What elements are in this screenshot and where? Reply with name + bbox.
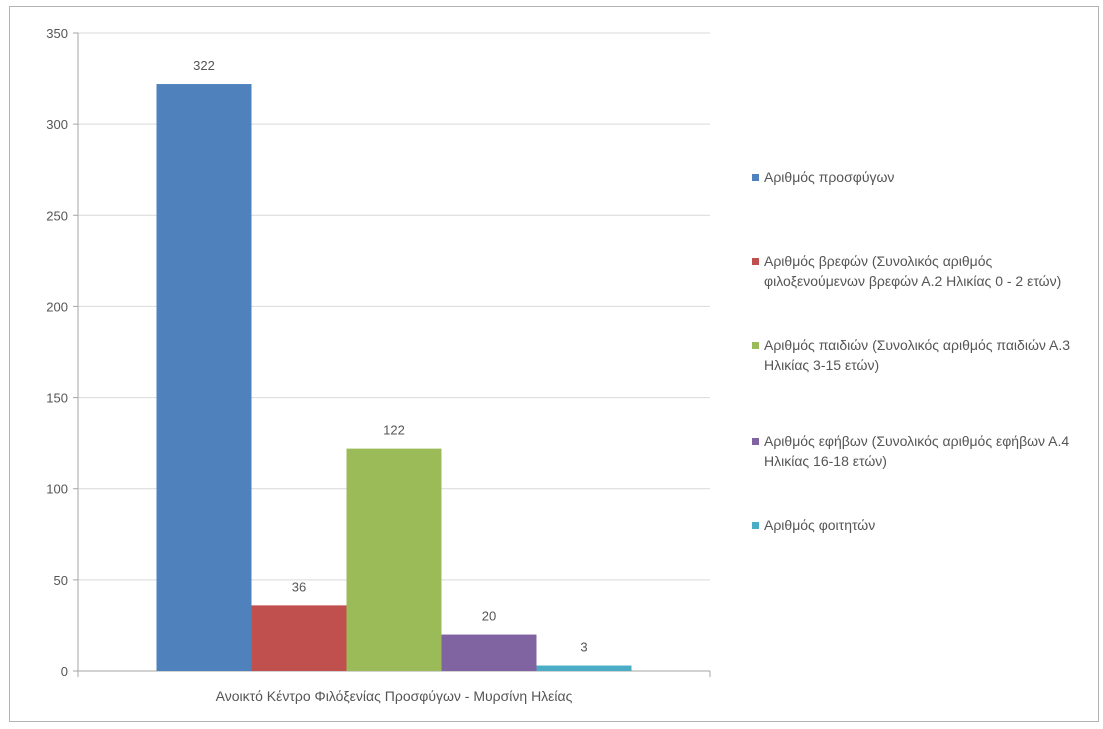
- y-tick-label: 0: [61, 664, 68, 679]
- y-tick-labels: 0 50 100 150 200 250 300 350: [46, 26, 68, 679]
- bar: [251, 605, 347, 671]
- y-tick-label: 100: [46, 482, 68, 497]
- legend-item: Αριθμός βρεφών (Συνολικός αριθμός φιλοξε…: [752, 251, 1092, 291]
- legend-item: Αριθμός προσφύγων: [752, 167, 1092, 187]
- legend-label: Αριθμός φοιτητών: [764, 517, 876, 533]
- x-category-label: Ανοικτό Κέντρο Φιλόξενίας Προσφύγων - Μυ…: [216, 688, 573, 704]
- legend-label: Αριθμός βρεφών (Συνολικός αριθμός φιλοξε…: [764, 253, 1062, 289]
- data-label: 3: [580, 640, 587, 655]
- y-tick-label: 50: [54, 573, 68, 588]
- y-tick-label: 250: [46, 208, 68, 223]
- y-tick-label: 150: [46, 391, 68, 406]
- bar: [536, 665, 632, 671]
- bar: [441, 634, 537, 671]
- legend-label: Αριθμός παιδιών (Συνολικός αριθμός παιδι…: [764, 337, 1071, 373]
- bar: [156, 84, 252, 672]
- legend-label: Αριθμός προσφύγων: [764, 169, 895, 185]
- data-label: 36: [292, 579, 306, 594]
- data-labels: 322 36 122 20 3: [193, 58, 587, 654]
- data-label: 20: [482, 609, 496, 624]
- legend-item: Αριθμός φοιτητών: [752, 515, 1092, 535]
- legend-label: Αριθμός εφήβων (Συνολικός αριθμός εφήβων…: [764, 433, 1070, 469]
- legend-swatch: [752, 174, 759, 181]
- data-label: 122: [383, 423, 405, 438]
- chart-frame: 0 50 100 150 200 250 300 350 322 36 122 20 3 Ανοικτ…: [9, 6, 1099, 722]
- x-category-labels: Ανοικτό Κέντρο Φιλόξενίας Προσφύγων - Μυ…: [216, 688, 573, 704]
- y-tick-label: 300: [46, 117, 68, 132]
- legend-swatch: [752, 522, 759, 529]
- y-tick-label: 350: [46, 26, 68, 41]
- legend-item: Αριθμός εφήβων (Συνολικός αριθμός εφήβων…: [752, 431, 1092, 471]
- legend-swatch: [752, 342, 759, 349]
- y-tick-label: 200: [46, 299, 68, 314]
- bar-chart: 0 50 100 150 200 250 300 350 322 36 122 20 3 Ανοικτ…: [46, 26, 711, 704]
- data-label: 322: [193, 58, 215, 73]
- legend-item: Αριθμός παιδιών (Συνολικός αριθμός παιδι…: [752, 335, 1092, 375]
- legend-swatch: [752, 258, 759, 265]
- bars: [156, 84, 632, 672]
- bar: [346, 448, 442, 671]
- legend-swatch: [752, 438, 759, 445]
